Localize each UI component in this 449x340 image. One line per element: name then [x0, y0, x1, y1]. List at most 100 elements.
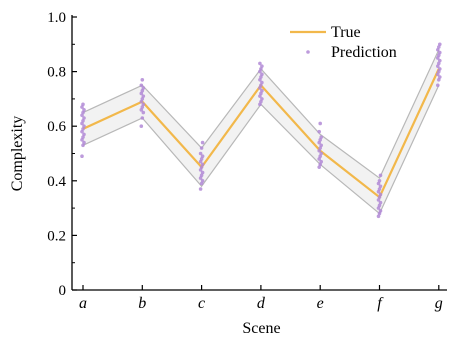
legend-true-label: True: [331, 24, 361, 41]
prediction-point: [377, 195, 382, 199]
prediction-points: [80, 42, 442, 219]
prediction-point: [318, 138, 323, 142]
prediction-point: [260, 88, 264, 93]
prediction-point: [199, 157, 204, 161]
prediction-point: [258, 69, 262, 74]
prediction-point: [319, 159, 324, 164]
prediction-point: [378, 192, 383, 197]
prediction-point: [80, 138, 84, 142]
prediction-point: [259, 75, 263, 79]
prediction-point: [436, 47, 440, 52]
x-tick-label: a: [79, 295, 87, 312]
prediction-point: [260, 97, 264, 101]
y-tick-label: 1.0: [47, 10, 66, 26]
legend-prediction-label: Prediction: [331, 44, 397, 61]
prediction-point: [377, 203, 382, 208]
prediction-point: [437, 77, 441, 82]
prediction-point: [200, 154, 205, 159]
prediction-point: [258, 94, 262, 98]
x-axis-title: Scene: [242, 320, 280, 335]
prediction-point: [319, 151, 324, 156]
y-tick-label: 0.8: [47, 65, 66, 81]
prediction-point: [200, 140, 205, 145]
prediction-point: [437, 53, 441, 58]
x-tick-label: c: [198, 295, 205, 312]
axes: 0 0.2 0.4 0.6 0.8 1.0 a b c d e f g Scene Complexity: [9, 10, 447, 337]
prediction-point: [198, 187, 203, 191]
prediction-point: [437, 69, 441, 74]
x-tick-label: f: [377, 295, 384, 312]
prediction-point: [318, 154, 323, 159]
prediction-point: [81, 102, 85, 107]
prediction-point: [258, 77, 262, 82]
y-tick-label: 0.2: [47, 228, 66, 244]
prediction-point: [376, 198, 381, 202]
prediction-point: [139, 124, 144, 128]
prediction-point: [198, 168, 203, 172]
y-tick-label: 0: [59, 283, 67, 299]
y-axis-title: Complexity: [9, 116, 26, 192]
prediction-point: [198, 159, 203, 164]
prediction-point: [378, 209, 383, 213]
prediction-point: [80, 121, 84, 126]
prediction-point: [258, 102, 262, 107]
prediction-point: [259, 83, 263, 88]
prediction-point: [80, 129, 84, 134]
prediction-point: [80, 105, 84, 109]
prediction-point: [82, 116, 86, 120]
prediction-point: [376, 214, 381, 219]
prediction-point: [200, 179, 205, 183]
prediction-point: [81, 127, 85, 131]
prediction-point: [259, 91, 263, 96]
prediction-point: [199, 173, 204, 178]
prediction-point: [438, 50, 442, 55]
prediction-point: [438, 58, 442, 63]
prediction-point: [80, 113, 84, 118]
prediction-point: [437, 45, 441, 49]
prediction-point: [317, 157, 322, 161]
prediction-point: [317, 165, 322, 169]
prediction-point: [82, 140, 86, 145]
prediction-point: [377, 211, 382, 216]
prediction-point: [436, 72, 440, 77]
prediction-point: [198, 151, 203, 156]
x-tick-label: e: [317, 295, 324, 312]
prediction-point: [376, 189, 381, 194]
prediction-point: [318, 162, 323, 167]
prediction-point: [200, 162, 205, 167]
prediction-point: [259, 99, 263, 104]
prediction-point: [80, 154, 84, 159]
prediction-point: [82, 124, 86, 128]
prediction-point: [82, 108, 86, 112]
prediction-point: [319, 143, 324, 148]
prediction-point: [199, 146, 204, 150]
prediction-point: [81, 110, 85, 115]
prediction-point: [376, 206, 381, 210]
prediction-point: [377, 187, 382, 191]
prediction-point: [318, 146, 323, 150]
prediction-point: [141, 86, 146, 90]
prediction-point: [140, 77, 145, 82]
legend: True Prediction: [290, 24, 397, 61]
prediction-point: [259, 67, 263, 71]
prediction-point: [258, 61, 262, 66]
prediction-point: [141, 110, 146, 115]
prediction-point: [139, 83, 144, 88]
prediction-point: [437, 61, 441, 66]
prediction-point: [200, 170, 205, 175]
prediction-point: [438, 75, 442, 79]
prediction-point: [260, 80, 264, 85]
prediction-point: [260, 64, 264, 68]
prediction-point: [141, 102, 146, 107]
prediction-point: [139, 108, 144, 112]
prediction-point: [436, 56, 440, 60]
prediction-point: [140, 97, 145, 101]
prediction-point: [378, 184, 383, 189]
prediction-point: [139, 91, 144, 96]
prediction-point: [378, 173, 383, 178]
prediction-point: [139, 99, 144, 104]
prediction-point: [438, 67, 442, 71]
prediction-point: [376, 181, 381, 186]
